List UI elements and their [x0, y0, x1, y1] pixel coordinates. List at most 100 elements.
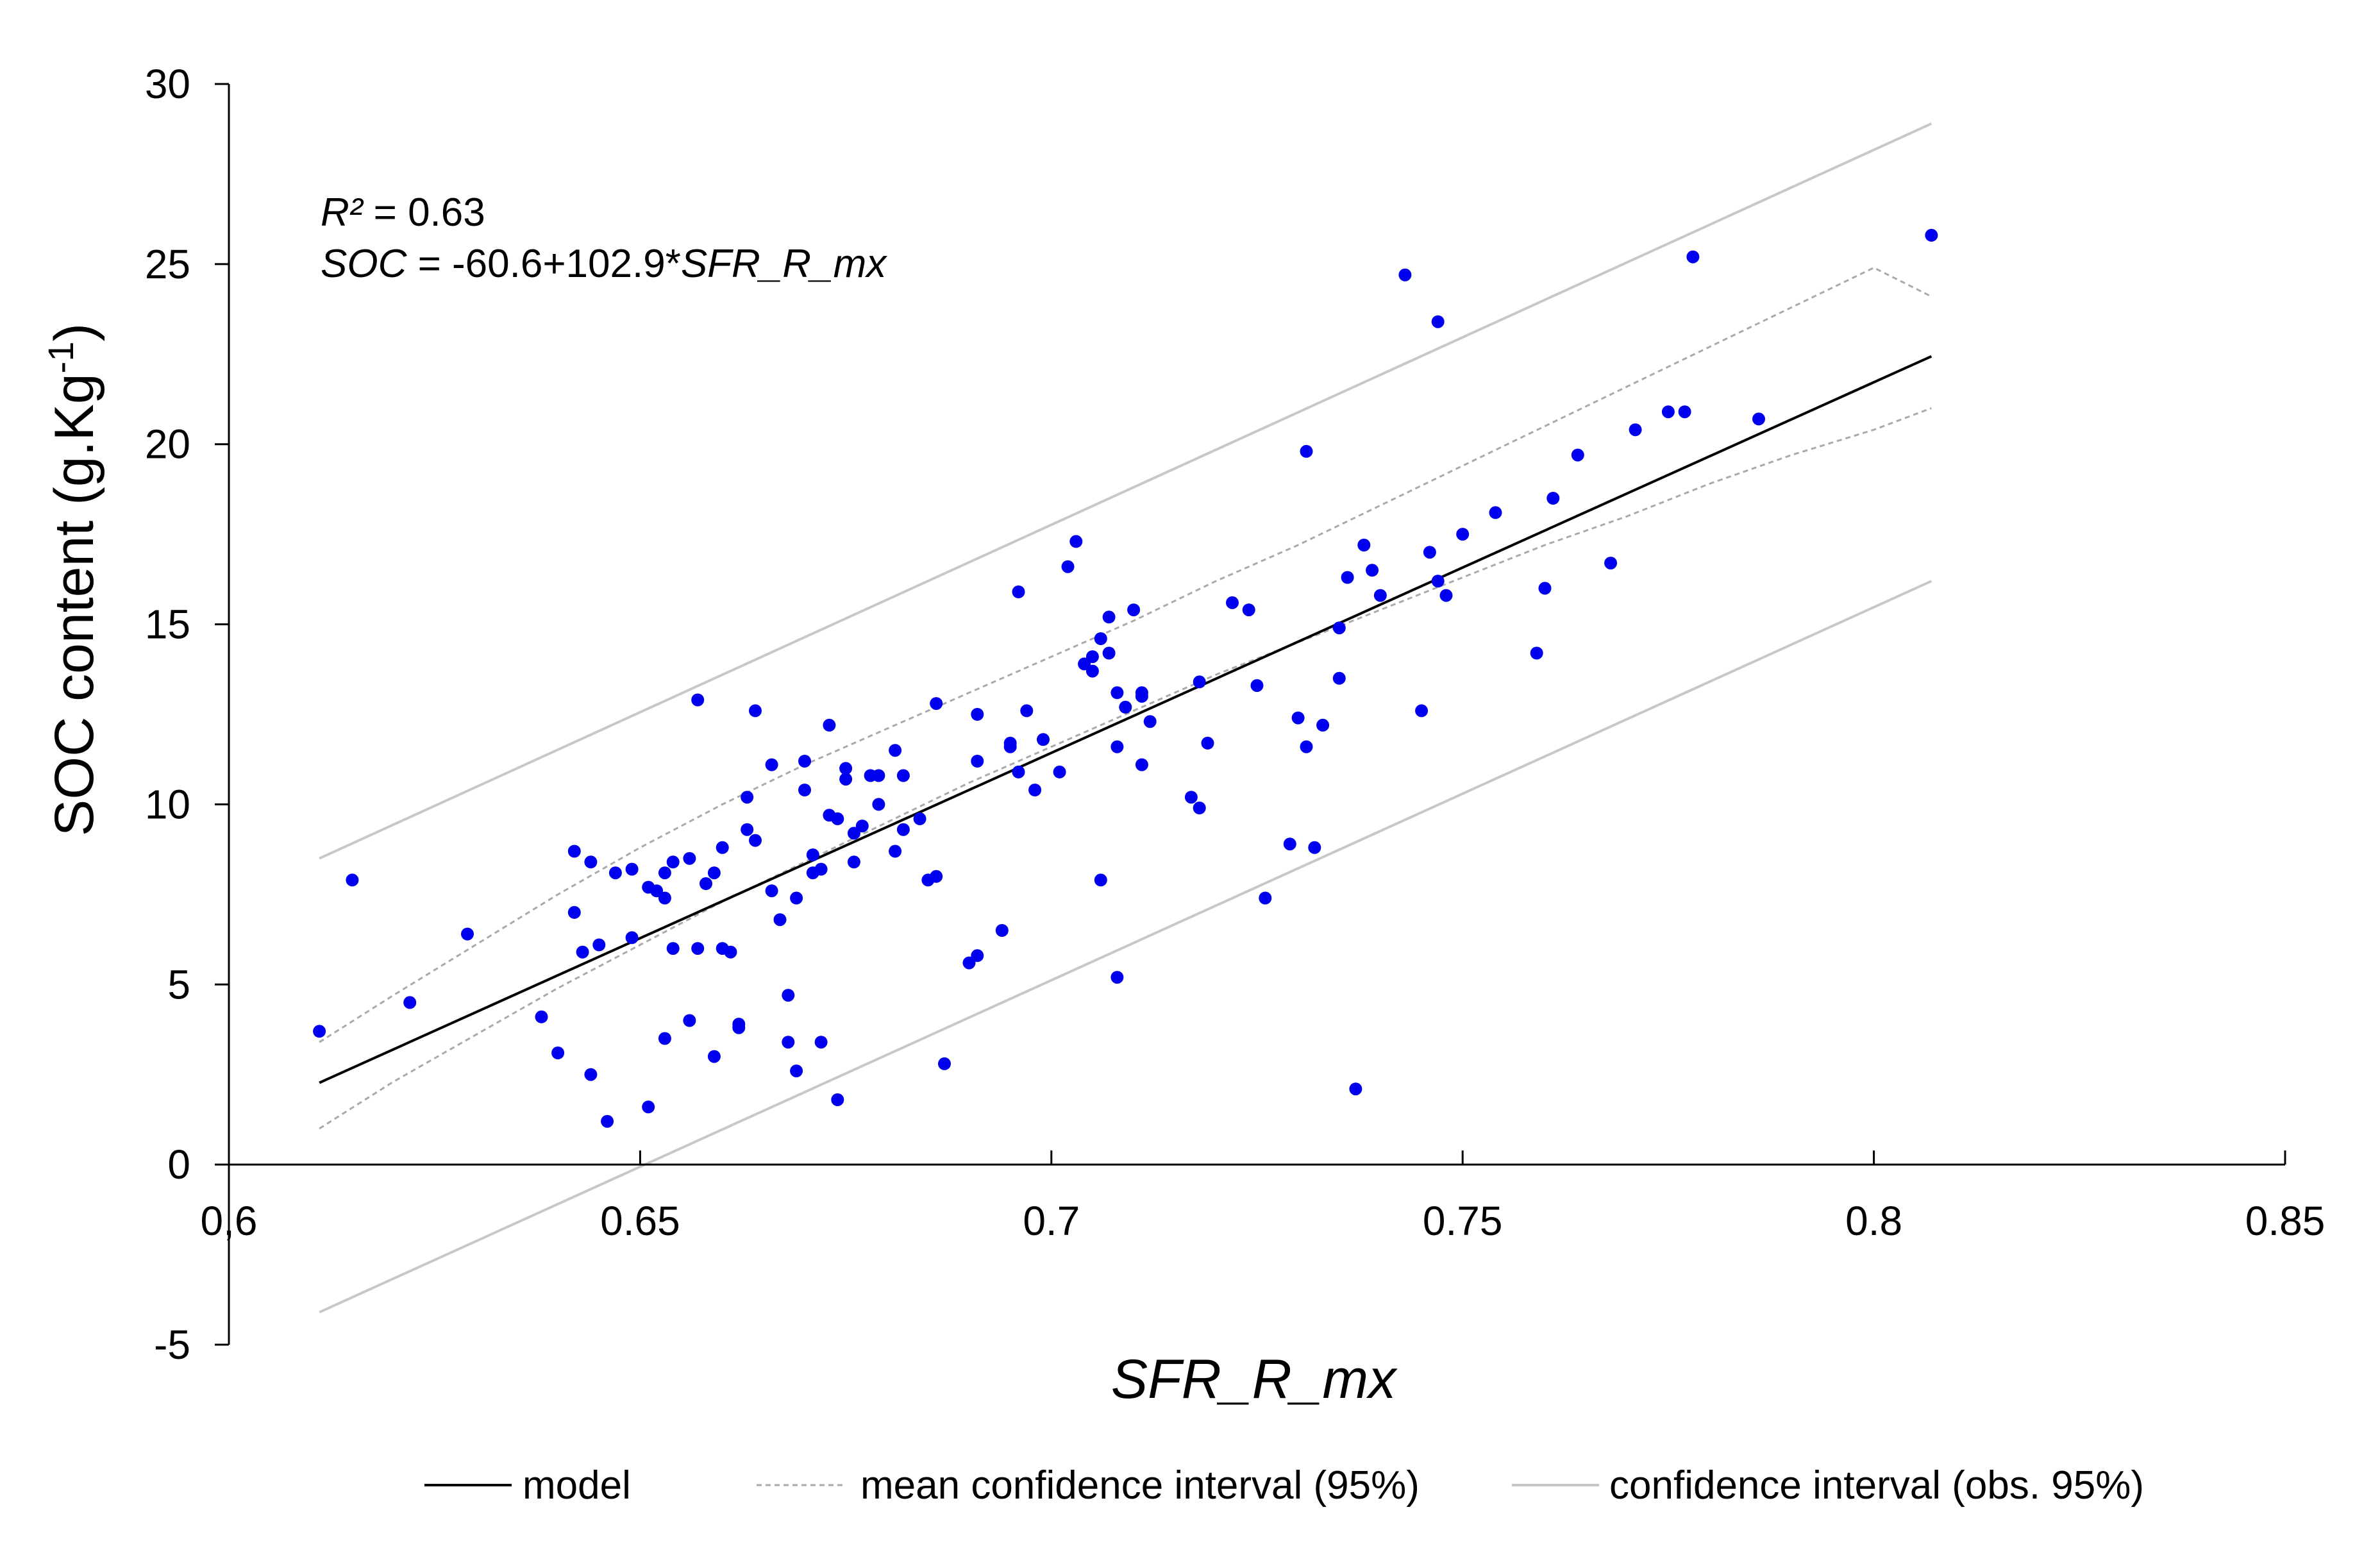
data-point [1012, 585, 1025, 598]
data-point [806, 848, 819, 862]
data-point [1127, 603, 1141, 617]
data-point [971, 755, 984, 768]
data-point [1003, 740, 1017, 753]
data-point [1332, 671, 1346, 685]
data-point [535, 1010, 548, 1023]
data-point [1184, 791, 1198, 804]
x-tick-label: 0.75 [1423, 1198, 1503, 1244]
data-point [741, 823, 754, 836]
data-point [814, 1036, 828, 1049]
data-point [1135, 689, 1148, 703]
regression-equation: SOC = -60.6+102.9*SFR_R_mx [321, 242, 887, 286]
data-point [1250, 679, 1264, 693]
mean-ci-upper-line [319, 266, 1932, 1043]
mean-confidence-interval-layer [319, 266, 1932, 1130]
data-point [683, 852, 696, 865]
y-tick-label: -5 [154, 1322, 190, 1368]
data-point [1439, 589, 1453, 602]
data-point [1028, 784, 1042, 796]
data-point [930, 697, 943, 710]
data-point [1110, 686, 1124, 700]
data-point [782, 1036, 795, 1049]
data-point [567, 845, 581, 858]
data-point [584, 855, 598, 869]
data-point [625, 862, 639, 876]
data-point [962, 956, 976, 970]
legend-model-label: model [523, 1463, 631, 1508]
data-point [1020, 704, 1034, 718]
data-point [1373, 589, 1387, 602]
data-point [1300, 444, 1313, 458]
y-tick-label: 15 [145, 601, 190, 648]
data-point [1431, 315, 1445, 328]
data-point [839, 762, 853, 775]
data-point [831, 812, 844, 825]
data-point [971, 708, 984, 721]
data-point [666, 942, 680, 955]
obs-confidence-interval-layer [319, 122, 1932, 1314]
data-point [1053, 765, 1066, 778]
data-point [716, 841, 729, 854]
data-point [1085, 650, 1099, 664]
data-point [1094, 632, 1107, 645]
legend-obs-ci-label: confidence interval (obs. 95%) [1609, 1463, 2144, 1508]
axes-layer: -5 0 5 10 15 20 25 30 0,6 0.65 0.7 0.75 0.8 0.85 [145, 61, 2325, 1368]
data-point [658, 1032, 671, 1045]
data-point [642, 1100, 655, 1114]
data-point [765, 884, 778, 898]
model-line-layer [319, 355, 1932, 1084]
data-point [1366, 564, 1379, 577]
data-point [896, 823, 910, 836]
data-point [1061, 560, 1075, 573]
x-tick-label: 0.7 [1023, 1198, 1080, 1244]
data-point [1085, 664, 1099, 678]
x-tick-label: 0.65 [600, 1198, 680, 1244]
model-line [319, 355, 1932, 1084]
data-point [1242, 603, 1255, 617]
data-point [889, 845, 902, 858]
data-point [1489, 506, 1502, 519]
data-point [896, 769, 910, 782]
data-point [1037, 733, 1050, 746]
data-point [1110, 971, 1124, 984]
data-point [1349, 1082, 1362, 1096]
data-point [584, 1068, 598, 1081]
data-point [782, 989, 795, 1002]
data-point [773, 913, 787, 927]
data-point [1456, 528, 1470, 541]
data-point [1308, 841, 1321, 854]
data-point [313, 1025, 326, 1038]
legend: model mean confidence interval (95%) con… [424, 1463, 2144, 1508]
observation-points-layer [313, 228, 1938, 1128]
data-point [1110, 740, 1124, 753]
obs-ci-lower-line [319, 580, 1932, 1314]
data-point [1291, 711, 1305, 725]
y-tick-label: 20 [145, 421, 190, 467]
data-point [749, 834, 762, 847]
legend-mean-ci-label: mean confidence interval (95%) [860, 1463, 1420, 1508]
data-point [847, 827, 860, 840]
obs-ci-upper-line [319, 122, 1932, 860]
data-point [601, 1114, 614, 1128]
data-point [1283, 837, 1296, 851]
data-point [889, 744, 902, 757]
data-point [1398, 268, 1412, 282]
data-point [1571, 448, 1584, 462]
data-point [1629, 423, 1642, 437]
data-point [691, 942, 705, 955]
data-point [1423, 546, 1436, 559]
data-point [831, 1093, 844, 1106]
data-point [872, 769, 885, 782]
data-point [658, 891, 671, 905]
data-point [567, 905, 581, 919]
y-tick-label: 0 [167, 1141, 190, 1188]
data-point [346, 873, 359, 887]
data-point [872, 798, 885, 811]
data-point [608, 866, 622, 880]
data-point [938, 1057, 951, 1070]
data-point [650, 884, 664, 898]
data-point [691, 693, 705, 707]
data-point [790, 891, 803, 905]
y-tick-label: 30 [145, 61, 190, 107]
